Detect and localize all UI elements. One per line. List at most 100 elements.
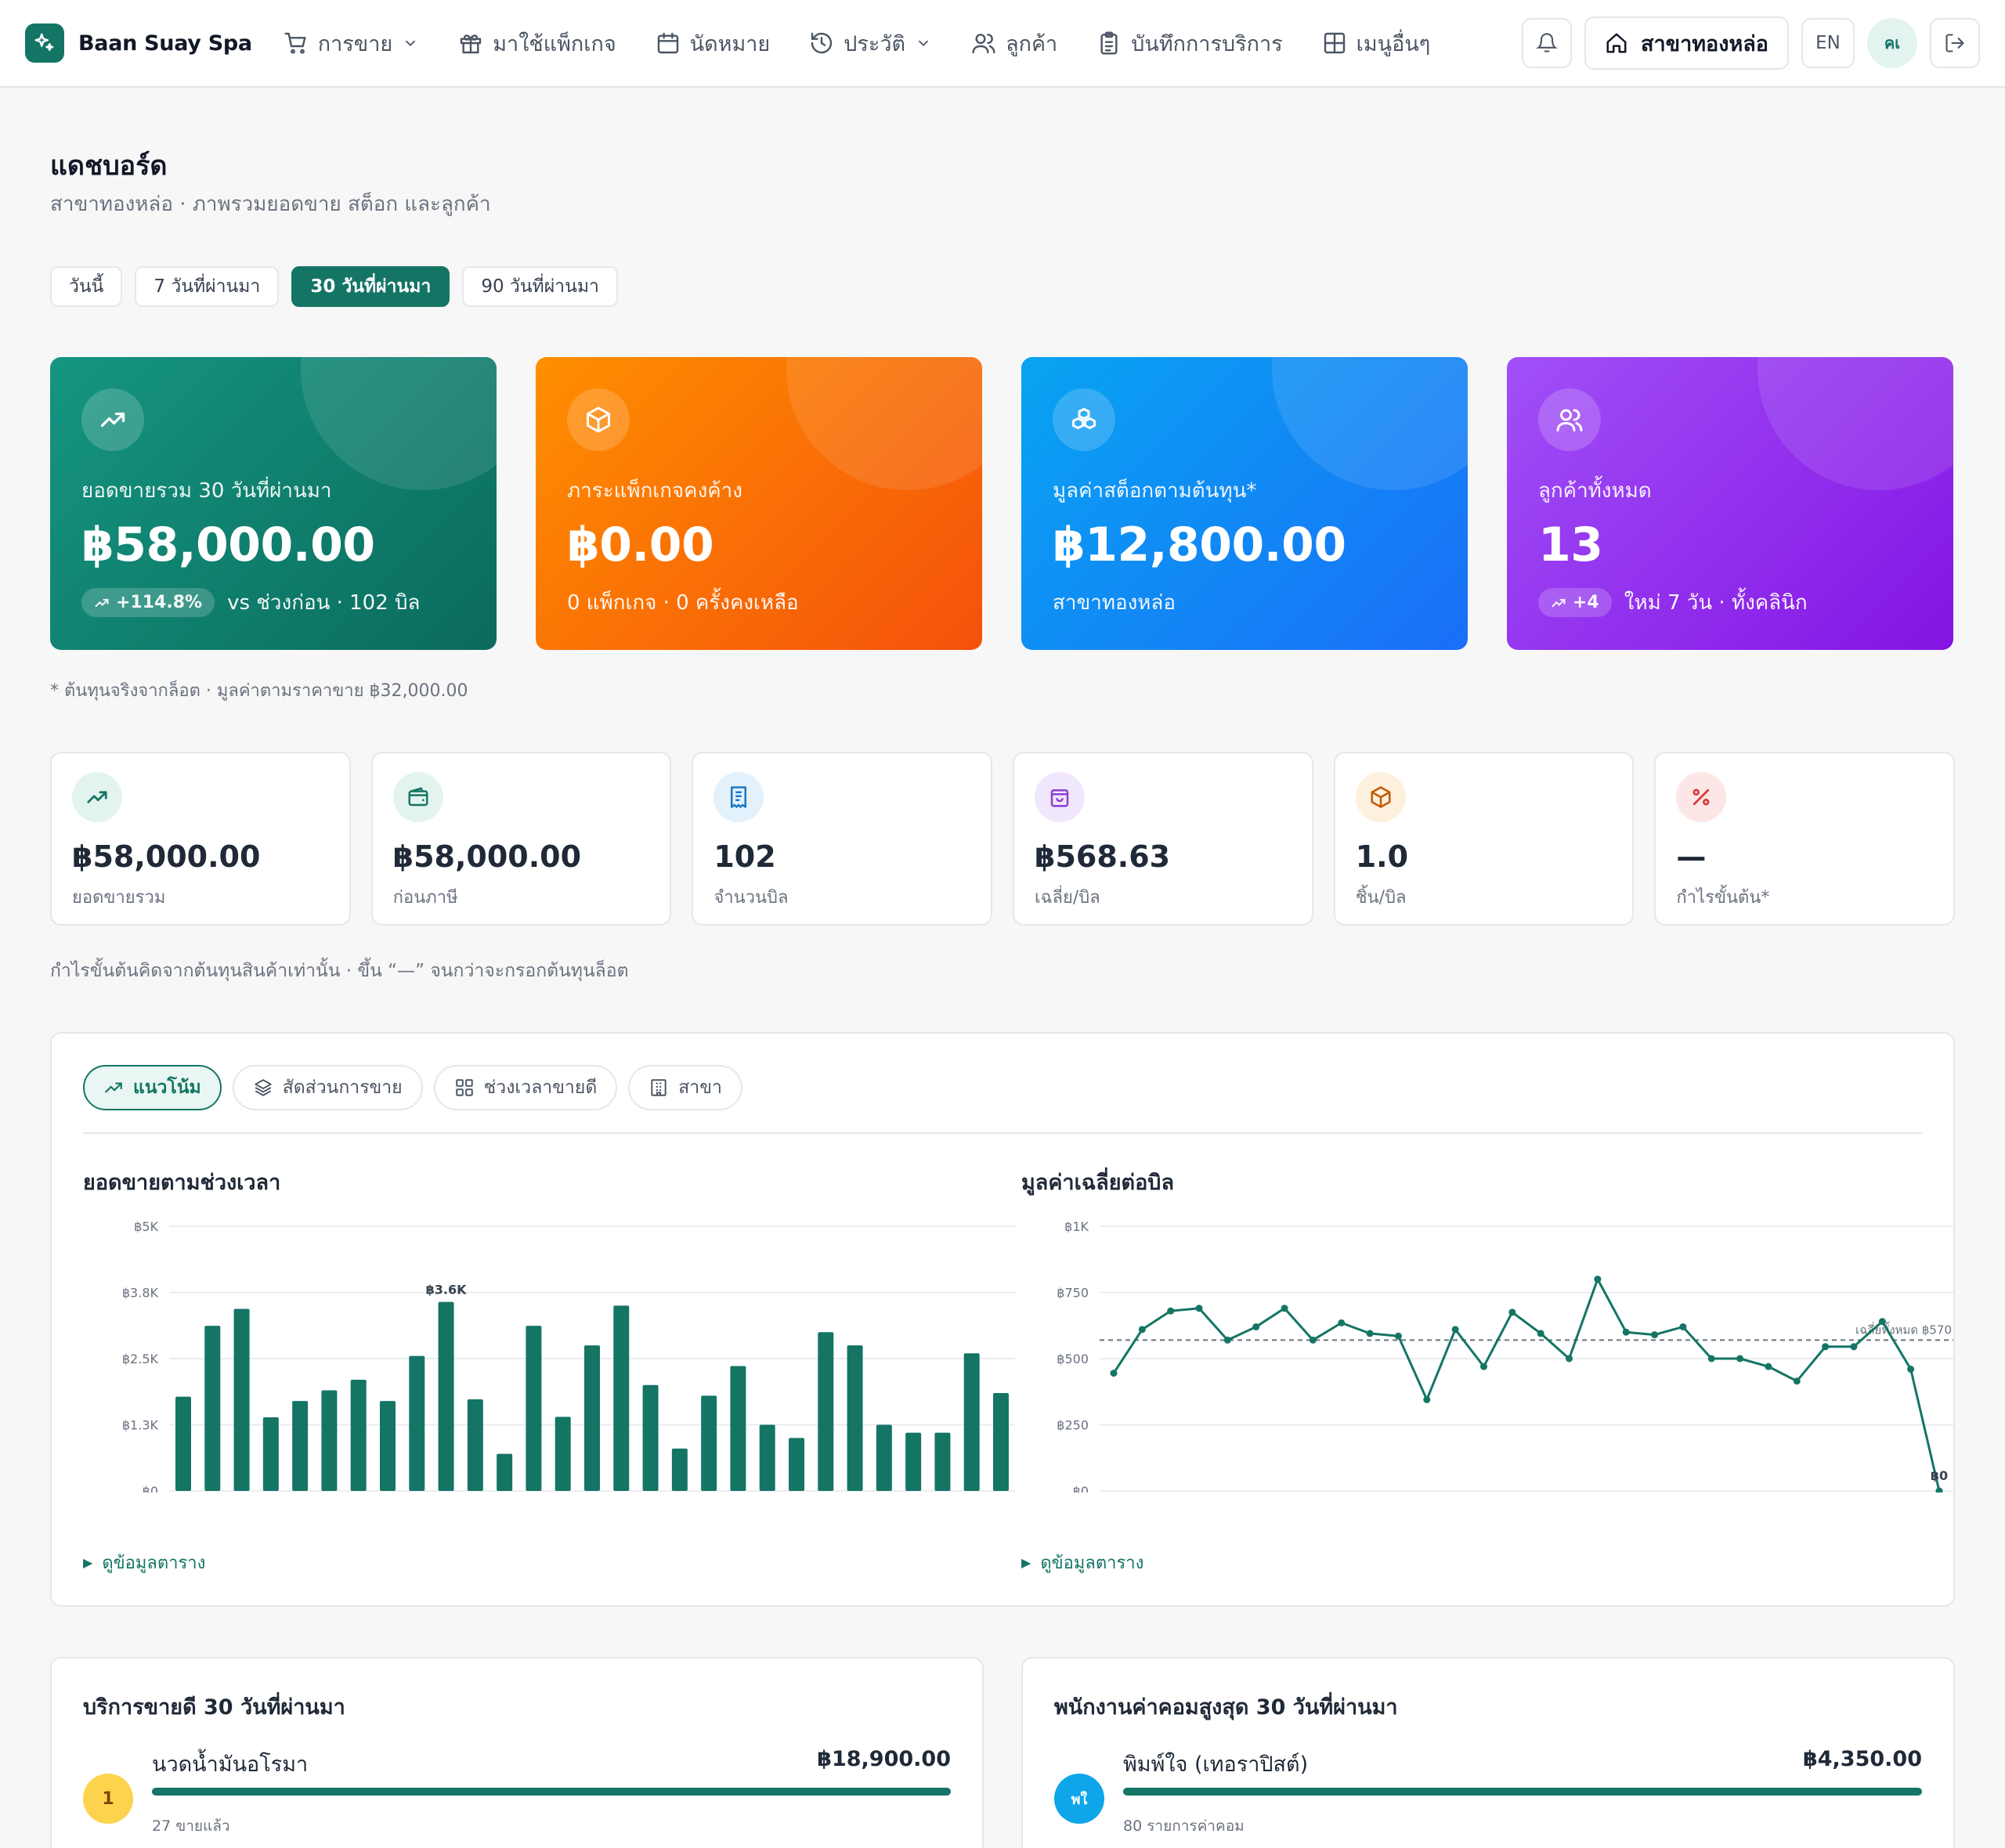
see-table-label: ดูข้อมูลตาราง (1040, 1554, 1144, 1573)
trend-up-icon (105, 1082, 122, 1093)
data-point (1167, 1307, 1175, 1315)
decorative-circle (1758, 357, 1953, 490)
tab-sales-mix[interactable]: สัดส่วนการขาย (232, 1065, 423, 1110)
nav-use-package[interactable]: มาใช้แพ็กเกจ (458, 27, 616, 60)
triangle-right-icon: ▶ (1021, 1555, 1031, 1570)
language-toggle[interactable]: EN (1801, 18, 1855, 68)
clipboard-icon (1100, 31, 1118, 55)
data-point (1110, 1370, 1118, 1377)
bar (934, 1432, 951, 1491)
kpi-total-sales: ยอดขายรวม 30 วันที่ผ่านมา ฿58,000.00 +11… (50, 357, 497, 650)
brand-name: Baan Suay Spa (78, 31, 252, 56)
data-point (1907, 1366, 1915, 1373)
data-point (1508, 1308, 1516, 1316)
y-tick-label: ฿3.8K (122, 1286, 159, 1301)
users-icon (1538, 388, 1601, 451)
wallet-icon (392, 772, 443, 822)
list-item[interactable]: พใ พิมพ์ใจ (เทอราปิสต์) ฿4,350.00 80 ราย… (1054, 1747, 1922, 1835)
data-point (1736, 1355, 1744, 1363)
box-icon (1355, 772, 1406, 822)
tab-branches[interactable]: สาขา (628, 1065, 742, 1110)
data-point (1566, 1355, 1573, 1363)
kpi-footnote: vs ช่วงก่อน · 102 บิล (227, 591, 421, 615)
tab-label: แนวโน้ม (133, 1077, 201, 1098)
kpi-value: ฿58,000.00 (81, 518, 375, 572)
bar (497, 1453, 513, 1491)
bar (233, 1308, 250, 1491)
grid-icon (455, 1079, 473, 1096)
brand[interactable]: Baan Suay Spa (25, 23, 252, 63)
data-point (1394, 1332, 1402, 1340)
decorative-circle (1272, 357, 1468, 490)
avg-bill-chart-title: มูลค่าเฉลี่ยต่อบิล (1021, 1171, 1174, 1195)
data-point (1850, 1343, 1858, 1351)
bar (526, 1326, 542, 1491)
branch-selector[interactable]: สาขาทองหล่อ (1584, 16, 1789, 70)
bar (175, 1396, 191, 1491)
percent-icon (1676, 772, 1727, 822)
y-tick-label: ฿2.5K (122, 1352, 159, 1366)
users-icon (972, 34, 995, 54)
stat-cards: ฿58,000.00 ยอดขายรวม ฿58,000.00 ก่อนภาษี… (50, 752, 1956, 926)
data-point (1252, 1323, 1260, 1330)
range-today[interactable]: วันนี้ (50, 266, 123, 307)
kpi-total-customers: ลูกค้าทั้งหมด 13 +4 ใหม่ 7 วัน · ทั้งคลิ… (1507, 357, 1953, 650)
staff-amount: ฿4,350.00 (1802, 1747, 1922, 1771)
change-value: +114.8% (116, 593, 203, 612)
logout-button[interactable] (1930, 18, 1980, 68)
stat-gross-profit: — กำไรขั้นต้น* (1654, 752, 1956, 926)
change-value: +4 (1573, 593, 1599, 612)
tab-trend[interactable]: แนวโน้ม (83, 1065, 222, 1110)
nav-appointments[interactable]: นัดหมาย (656, 27, 770, 60)
home-icon (1606, 33, 1627, 53)
gift-icon (461, 34, 482, 54)
rank-badge: 1 (83, 1774, 133, 1824)
logout-icon (1945, 34, 1964, 52)
nav-service-log[interactable]: บันทึกการบริการ (1096, 27, 1283, 60)
nav-more-menu[interactable]: เมนูอื่นๆ (1322, 27, 1431, 60)
bar (613, 1305, 630, 1491)
calendar-icon (657, 32, 678, 54)
nav-history[interactable]: ประวัติ (809, 27, 932, 60)
data-point (1195, 1305, 1203, 1312)
kpi-label: ลูกค้าทั้งหมด (1538, 479, 1652, 503)
avg-see-table-toggle[interactable]: ▶ ดูข้อมูลตาราง (1021, 1549, 1143, 1576)
notifications-button[interactable] (1521, 18, 1572, 68)
stat-label: เฉลี่ย/บิล (1035, 888, 1100, 908)
top-staff-title: พนักงานค่าคอมสูงสุด 30 วันที่ผ่านมา (1054, 1695, 1398, 1720)
tab-label: สัดส่วนการขาย (282, 1077, 403, 1098)
bar (701, 1395, 717, 1491)
trend-up-icon (81, 388, 144, 451)
kpi-note: * ต้นทุนจริงจากล็อต · มูลค่าตามราคาขาย ฿… (50, 681, 468, 701)
range-90-days[interactable]: 90 วันที่ผ่านมา (462, 266, 618, 307)
tab-label: สาขา (678, 1077, 722, 1098)
top-staff-card: พนักงานค่าคอมสูงสุด 30 วันที่ผ่านมา พใ พ… (1021, 1657, 1955, 1848)
change-badge: +114.8% (81, 588, 215, 617)
stat-value: ฿58,000.00 (392, 839, 582, 874)
nav-more-menu-label: เมนูอื่นๆ (1356, 31, 1431, 56)
range-30-days[interactable]: 30 วันที่ผ่านมา (291, 266, 450, 307)
bar (584, 1345, 600, 1491)
y-tick-label: ฿250 (1057, 1418, 1089, 1433)
bar (380, 1401, 396, 1491)
tab-peak-hours[interactable]: ช่วงเวลาขายดี (433, 1065, 618, 1110)
chevron-down-icon (918, 40, 929, 47)
bar (321, 1390, 338, 1491)
nav-history-label: ประวัติ (844, 31, 906, 56)
nav-sales-label: การขาย (317, 31, 393, 56)
list-item[interactable]: 1 นวดน้ำมันอโรมา ฿18,900.00 27 ขายแล้ว (83, 1747, 951, 1835)
y-tick-label: ฿0 (143, 1484, 158, 1492)
nav-customers[interactable]: ลูกค้า (971, 27, 1057, 60)
layers-icon (254, 1079, 272, 1096)
sales-see-table-toggle[interactable]: ▶ ดูข้อมูลตาราง (83, 1549, 205, 1576)
bar (292, 1401, 309, 1491)
avatar[interactable]: คเ (1867, 18, 1917, 68)
data-point (1423, 1395, 1431, 1403)
stat-avg-per-bill: ฿568.63 เฉลี่ย/บิล (1013, 752, 1313, 926)
see-table-label: ดูข้อมูลตาราง (102, 1554, 206, 1573)
kpi-footnote: 0 แพ็กเกจ · 0 ครั้งคงเหลือ (567, 591, 799, 615)
range-7-days[interactable]: 7 วันที่ผ่านมา (135, 266, 280, 307)
decorative-circle (786, 357, 982, 490)
nav-sales[interactable]: การขาย (284, 27, 419, 60)
history-icon (811, 32, 833, 54)
